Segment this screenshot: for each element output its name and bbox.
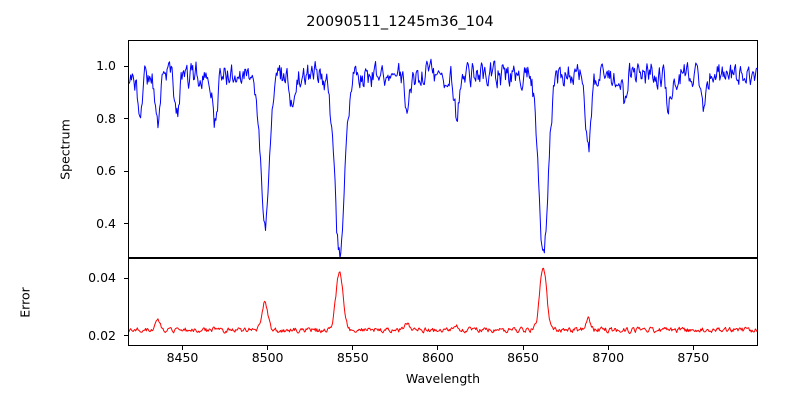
- x-axis-tick-mark: [522, 346, 524, 350]
- error-y-tick-label: 0.02: [88, 327, 116, 343]
- spectrum-y-tick-label: 1.0: [96, 58, 116, 74]
- spectrum-y-axis-label: Spectrum: [57, 119, 73, 180]
- spectrum-y-tick-label: 0.4: [96, 215, 116, 231]
- x-axis-tick-label: 8450: [166, 350, 199, 365]
- spectrum-polyline: [129, 59, 757, 257]
- error-y-axis-label: Error: [17, 287, 33, 318]
- error-polyline: [129, 268, 757, 333]
- error-y-tick-mark: [124, 335, 128, 337]
- x-axis-tick-label: 8550: [336, 350, 369, 365]
- x-axis-tick-mark: [352, 346, 354, 350]
- x-axis-tick-label: 8700: [592, 350, 625, 365]
- x-axis-tick-mark: [607, 346, 609, 350]
- figure-title: 20090511_1245m36_104: [306, 14, 494, 30]
- spectrum-y-tick-mark: [124, 118, 128, 120]
- spectrum-y-tick-mark: [124, 170, 128, 172]
- error-y-tick-label: 0.04: [88, 270, 116, 286]
- x-axis-tick-mark: [267, 346, 269, 350]
- spectrum-y-tick-mark: [124, 65, 128, 67]
- x-axis-tick-mark: [692, 346, 694, 350]
- spectrum-data-line: [129, 41, 757, 257]
- spectrum-plot-panel: [128, 40, 758, 258]
- error-data-line: [129, 259, 757, 345]
- spectrum-y-tick-mark: [124, 223, 128, 225]
- spectrum-y-tick-label: 0.6: [96, 163, 116, 179]
- x-axis-tick-label: 8500: [251, 350, 284, 365]
- error-plot-panel: [128, 258, 758, 346]
- spectrum-y-tick-label: 0.8: [96, 110, 116, 126]
- x-axis-tick-label: 8750: [677, 350, 710, 365]
- x-axis-tick-label: 8600: [421, 350, 454, 365]
- x-axis-tick-label: 8650: [507, 350, 539, 365]
- x-axis-label: Wavelength: [405, 371, 481, 386]
- x-axis-tick-mark: [181, 346, 184, 350]
- x-axis-tick-mark: [437, 346, 439, 350]
- error-y-tick-mark: [124, 277, 128, 279]
